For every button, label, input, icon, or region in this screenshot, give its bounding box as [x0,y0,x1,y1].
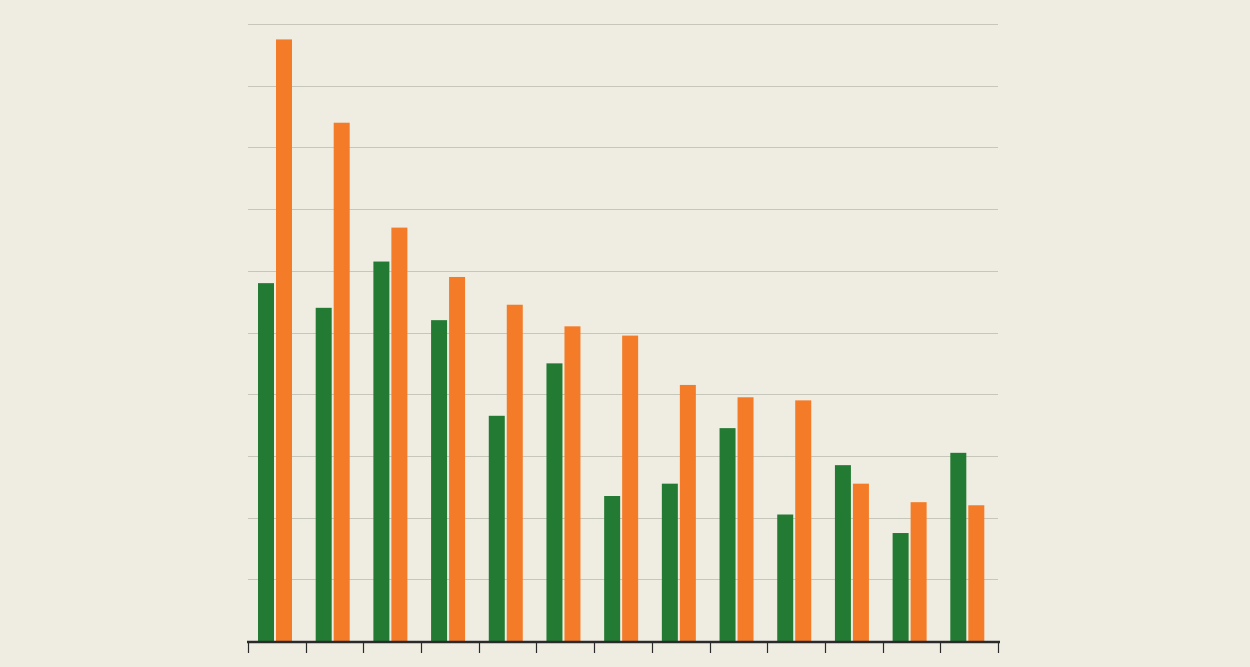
bar-series2-group5 [506,304,523,641]
bar-series1-group13 [950,452,967,641]
bar-series2-group9 [737,397,754,641]
bar-series1-group11 [834,465,851,641]
bar-series2-group1 [276,39,292,642]
bars [258,39,985,642]
bar-series1-group6 [546,363,563,641]
x-axis [247,640,1000,653]
bar-series1-group5 [488,415,505,641]
bar-series2-group3 [391,227,408,642]
gridlines [248,24,998,580]
bar-series2-group13 [968,505,985,641]
bar-series1-group2 [315,307,332,641]
bar-series2-group11 [852,483,869,641]
bar-series1-group7 [604,496,621,641]
bar-series1-group9 [719,428,736,641]
bar-series2-group12 [910,502,927,641]
bar-series2-group10 [795,400,812,641]
bar-series1-group3 [373,261,390,641]
bar-series1-group10 [777,514,794,641]
bar-series2-group8 [679,384,696,641]
bar-series2-group4 [449,276,466,641]
bar-series1-group4 [431,320,448,641]
bar-series1-group8 [661,483,678,641]
bar-series2-group7 [622,335,639,641]
bar-series1-group1 [258,283,274,641]
bar-series2-group6 [564,326,581,641]
bar-series1-group12 [892,533,909,641]
bar-series2-group2 [333,122,350,642]
